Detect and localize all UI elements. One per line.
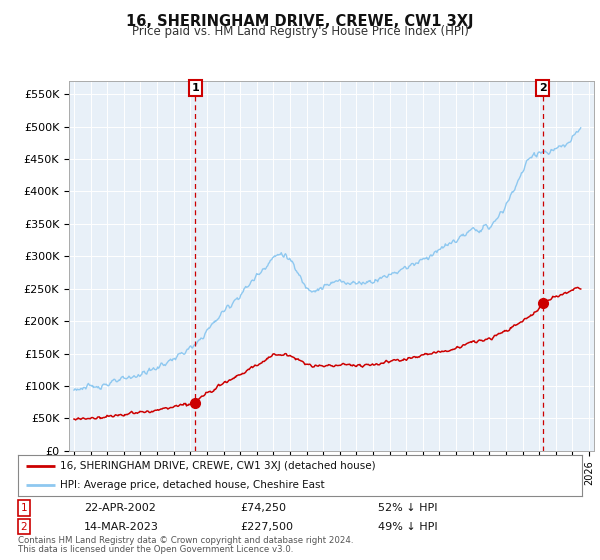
Text: 52% ↓ HPI: 52% ↓ HPI xyxy=(378,503,437,514)
Text: 16, SHERINGHAM DRIVE, CREWE, CW1 3XJ (detached house): 16, SHERINGHAM DRIVE, CREWE, CW1 3XJ (de… xyxy=(60,461,376,471)
Text: Price paid vs. HM Land Registry's House Price Index (HPI): Price paid vs. HM Land Registry's House … xyxy=(131,25,469,38)
Text: 16, SHERINGHAM DRIVE, CREWE, CW1 3XJ: 16, SHERINGHAM DRIVE, CREWE, CW1 3XJ xyxy=(126,14,474,29)
Text: 2: 2 xyxy=(20,521,28,531)
Text: 49% ↓ HPI: 49% ↓ HPI xyxy=(378,521,437,531)
Text: £227,500: £227,500 xyxy=(240,521,293,531)
Text: 1: 1 xyxy=(20,503,28,514)
Text: Contains HM Land Registry data © Crown copyright and database right 2024.: Contains HM Land Registry data © Crown c… xyxy=(18,536,353,545)
Text: HPI: Average price, detached house, Cheshire East: HPI: Average price, detached house, Ches… xyxy=(60,480,325,489)
Text: 1: 1 xyxy=(191,83,199,93)
Text: 22-APR-2002: 22-APR-2002 xyxy=(84,503,156,514)
Text: 2: 2 xyxy=(539,83,547,93)
Text: £74,250: £74,250 xyxy=(240,503,286,514)
Text: This data is licensed under the Open Government Licence v3.0.: This data is licensed under the Open Gov… xyxy=(18,545,293,554)
Text: 14-MAR-2023: 14-MAR-2023 xyxy=(84,521,159,531)
